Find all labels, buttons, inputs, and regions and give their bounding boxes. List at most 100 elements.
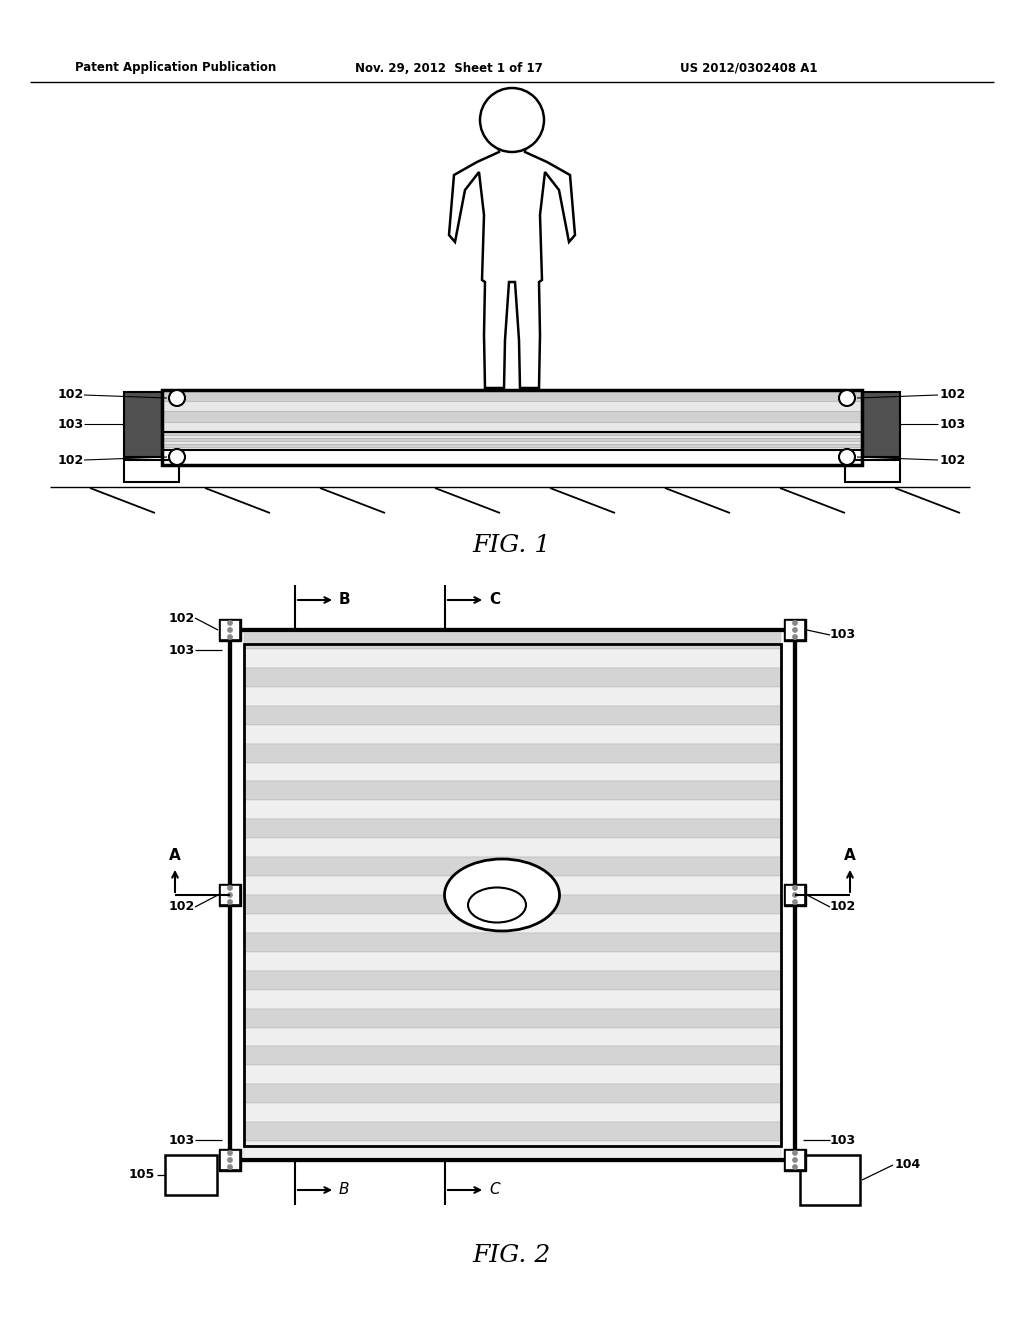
- Bar: [244, 952, 781, 970]
- Bar: [162, 389, 862, 465]
- Text: Patent Application Publication: Patent Application Publication: [75, 62, 276, 74]
- Circle shape: [480, 88, 544, 152]
- Bar: [244, 1027, 781, 1047]
- Bar: [244, 876, 781, 895]
- Text: B: B: [339, 1183, 349, 1197]
- Text: 102: 102: [169, 611, 195, 624]
- Text: Nov. 29, 2012  Sheet 1 of 17: Nov. 29, 2012 Sheet 1 of 17: [355, 62, 543, 74]
- Polygon shape: [449, 145, 575, 388]
- Bar: [244, 990, 781, 1008]
- Bar: [220, 884, 240, 906]
- Bar: [244, 725, 781, 743]
- Text: B: B: [339, 593, 350, 607]
- Text: 105: 105: [129, 1168, 155, 1181]
- Circle shape: [839, 389, 855, 407]
- Circle shape: [227, 620, 232, 626]
- Bar: [784, 619, 806, 642]
- Bar: [244, 1122, 781, 1140]
- Bar: [244, 1104, 781, 1122]
- Bar: [244, 686, 781, 706]
- Text: US 2012/0302408 A1: US 2012/0302408 A1: [680, 62, 817, 74]
- Bar: [244, 913, 781, 933]
- Circle shape: [793, 1164, 798, 1170]
- Bar: [124, 459, 179, 482]
- Bar: [244, 933, 781, 952]
- Text: FIG. 1: FIG. 1: [473, 533, 551, 557]
- Bar: [162, 421, 862, 432]
- Text: 103: 103: [940, 417, 966, 430]
- Circle shape: [793, 892, 798, 898]
- Bar: [785, 884, 805, 906]
- Circle shape: [227, 1164, 232, 1170]
- Bar: [162, 400, 862, 411]
- Circle shape: [793, 886, 798, 891]
- Bar: [784, 1148, 806, 1171]
- Circle shape: [227, 892, 232, 898]
- Bar: [162, 389, 862, 400]
- Text: 103: 103: [169, 1134, 195, 1147]
- Text: 103: 103: [169, 644, 195, 656]
- Bar: [230, 630, 795, 1160]
- Bar: [244, 706, 781, 725]
- Bar: [862, 392, 900, 457]
- Circle shape: [793, 620, 798, 626]
- Ellipse shape: [468, 887, 526, 923]
- Bar: [244, 1084, 781, 1104]
- Bar: [244, 970, 781, 990]
- Text: 102: 102: [940, 388, 967, 401]
- Bar: [162, 411, 862, 421]
- Bar: [244, 644, 781, 1146]
- Bar: [244, 1008, 781, 1027]
- Bar: [244, 743, 781, 763]
- Bar: [244, 649, 781, 668]
- Bar: [845, 459, 900, 482]
- Bar: [244, 763, 781, 781]
- Circle shape: [793, 899, 798, 904]
- Bar: [785, 620, 805, 640]
- Circle shape: [227, 886, 232, 891]
- Text: 102: 102: [830, 900, 856, 913]
- Bar: [244, 1140, 781, 1160]
- Bar: [244, 781, 781, 800]
- Bar: [162, 432, 862, 436]
- Circle shape: [169, 389, 185, 407]
- Bar: [220, 1150, 240, 1170]
- Bar: [162, 438, 862, 441]
- Text: C: C: [489, 593, 500, 607]
- Circle shape: [793, 1151, 798, 1155]
- Circle shape: [227, 635, 232, 639]
- Circle shape: [793, 1158, 798, 1163]
- Bar: [230, 630, 795, 1160]
- Circle shape: [227, 899, 232, 904]
- Bar: [244, 1065, 781, 1084]
- Bar: [784, 884, 806, 906]
- Text: 102: 102: [57, 388, 84, 401]
- Bar: [219, 619, 241, 642]
- Bar: [220, 620, 240, 640]
- Circle shape: [227, 1151, 232, 1155]
- Bar: [219, 884, 241, 906]
- Text: 103: 103: [830, 1134, 856, 1147]
- Circle shape: [227, 1158, 232, 1163]
- Circle shape: [169, 449, 185, 465]
- Bar: [244, 1047, 781, 1065]
- Text: A: A: [844, 847, 856, 863]
- Bar: [162, 447, 862, 450]
- Bar: [162, 444, 862, 447]
- Bar: [124, 392, 162, 457]
- Bar: [244, 668, 781, 686]
- Circle shape: [793, 635, 798, 639]
- Text: FIG. 2: FIG. 2: [473, 1243, 551, 1266]
- Bar: [244, 820, 781, 838]
- Bar: [165, 1155, 217, 1195]
- Text: 103: 103: [830, 628, 856, 642]
- Bar: [785, 1150, 805, 1170]
- Circle shape: [227, 627, 232, 632]
- Text: 104: 104: [895, 1159, 922, 1172]
- Bar: [162, 441, 862, 444]
- Bar: [244, 857, 781, 876]
- Bar: [162, 436, 862, 438]
- Bar: [244, 838, 781, 857]
- Text: A: A: [169, 847, 181, 863]
- Bar: [244, 895, 781, 913]
